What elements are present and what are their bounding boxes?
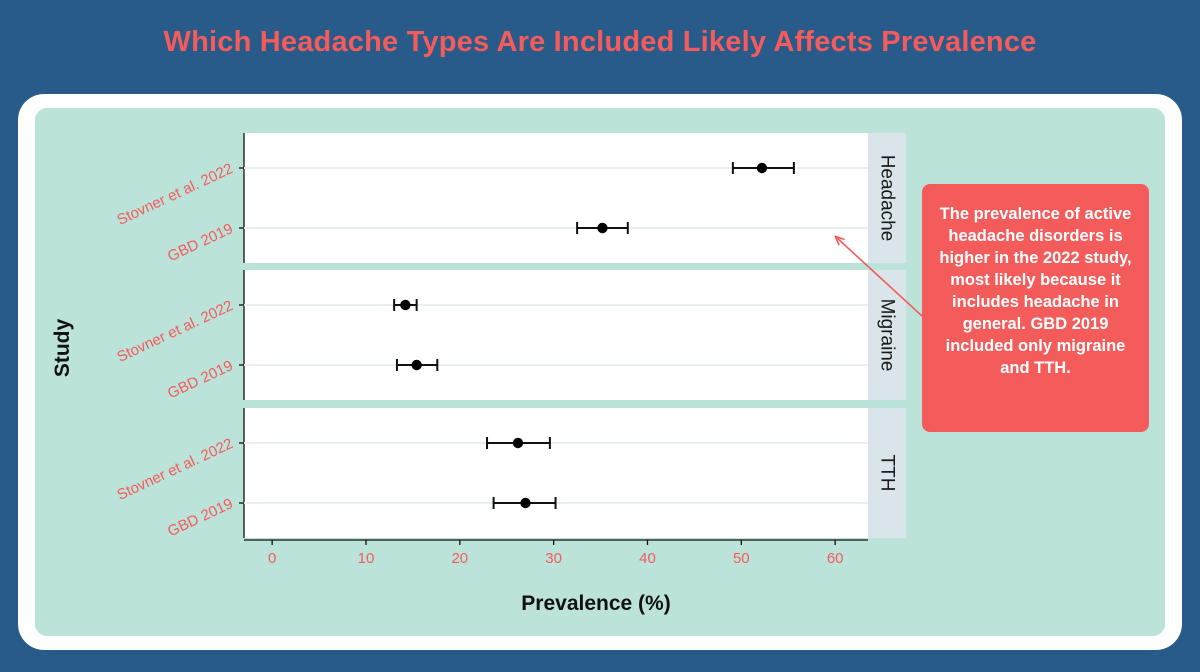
x-tick-label: 30 <box>545 550 562 567</box>
facet-panel <box>244 408 868 538</box>
data-point <box>411 359 422 371</box>
callout-arrow <box>836 237 923 317</box>
facet-label: Headache <box>877 155 898 242</box>
page-title: Which Headache Types Are Included Likely… <box>163 26 1037 58</box>
y-tick-label: GBD 2019 <box>165 220 236 265</box>
y-tick-label: GBD 2019 <box>165 357 236 402</box>
x-tick-label: 10 <box>358 550 375 567</box>
y-tick-label: Stovner et al. 2022 <box>114 160 235 229</box>
y-tick-label: Stovner et al. 2022 <box>114 435 235 504</box>
x-tick-label: 20 <box>451 550 468 567</box>
callout-annotation: The prevalence of active headache disord… <box>922 184 1149 432</box>
facet-label: TTH <box>877 455 898 492</box>
x-tick-label: 60 <box>827 550 844 567</box>
x-axis-title: Prevalence (%) <box>521 592 670 615</box>
data-point <box>400 299 411 311</box>
data-point <box>597 222 608 234</box>
facet-strip <box>868 133 906 263</box>
facet-strip <box>868 270 906 400</box>
x-tick-label: 40 <box>639 550 656 567</box>
x-tick-label: 50 <box>733 550 750 567</box>
facet-panel <box>244 270 868 400</box>
x-tick-label: 0 <box>268 550 276 567</box>
data-point <box>520 497 531 509</box>
y-tick-label: Stovner et al. 2022 <box>114 297 235 366</box>
y-tick-label: GBD 2019 <box>165 495 236 540</box>
facet-strip <box>868 408 906 538</box>
data-point <box>512 437 524 449</box>
data-point <box>756 162 768 174</box>
facet-panel <box>244 133 868 263</box>
facet-label: Migraine <box>877 299 898 372</box>
y-axis-title: Study <box>51 319 74 378</box>
